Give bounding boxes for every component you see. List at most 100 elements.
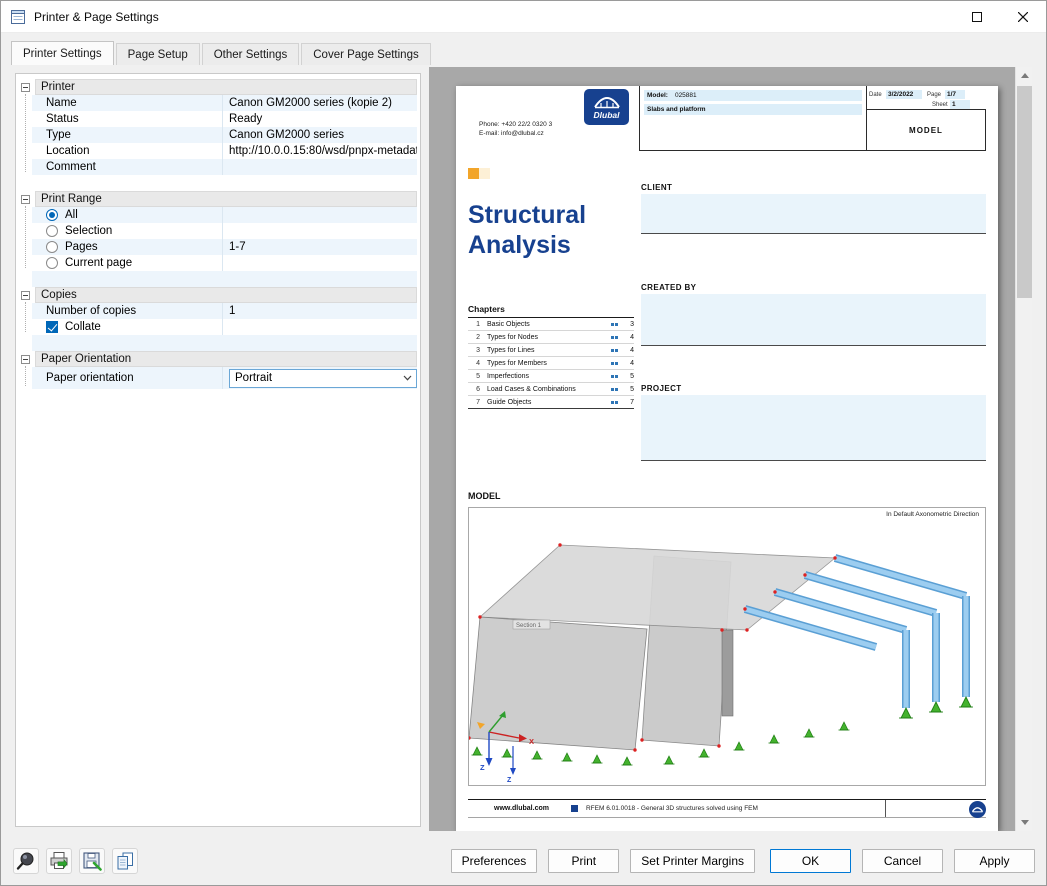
chapter-row: 2 Types for Nodes 4 (468, 331, 634, 344)
tab-label: Cover Page Settings (313, 48, 419, 61)
pages-range-value[interactable]: 1-7 (222, 239, 417, 255)
client-box (641, 194, 986, 234)
footer-dlubal-badge (969, 801, 986, 818)
group-title-print-range: Print Range (35, 191, 417, 207)
bridge-icon (593, 96, 620, 108)
table-icon (611, 348, 622, 352)
radio-pages-label: Pages (65, 241, 98, 253)
print-tool-button[interactable] (46, 848, 72, 874)
section-label: Section 1 (516, 623, 542, 629)
footer-url: www.dlubal.com (494, 805, 549, 812)
chapter-page: 4 (630, 333, 634, 341)
chapter-name: Guide Objects (487, 398, 532, 406)
page-footer: www.dlubal.com RFEM 6.01.0018 - General … (468, 799, 986, 818)
paper-orientation-group: Paper Orientation Paper orientation Port… (16, 351, 420, 389)
chapter-no: 3 (476, 346, 480, 354)
footer-app-info: RFEM 6.01.0018 - General 3D structures s… (585, 805, 758, 812)
chapter-page: 7 (630, 398, 634, 406)
preview-page: Phone: +420 22/2 0320 3 E-mail: info@dlu… (456, 86, 998, 831)
chevron-down-icon (399, 370, 416, 387)
close-button[interactable] (1000, 1, 1046, 32)
table-icon (611, 374, 622, 378)
preview-scrollbar[interactable] (1015, 67, 1032, 831)
group-title-copies: Copies (35, 287, 417, 303)
printer-group: Printer Name Canon GM2000 series (kopie … (16, 79, 420, 175)
dialog-buttons: Preferences Print Set Printer Margins OK… (440, 849, 1035, 873)
chapter-row: 7 Guide Objects 7 (468, 396, 634, 409)
client-title: CLIENT (641, 183, 673, 192)
copies-number-value[interactable]: 1 (222, 303, 417, 319)
magnifier-icon (16, 852, 34, 870)
scrollbar-thumb[interactable] (1017, 86, 1032, 298)
chapter-page: 3 (630, 320, 634, 328)
model-number: 025881 (674, 92, 697, 99)
header-divider (866, 86, 867, 109)
zoom-tool-button[interactable] (13, 848, 39, 874)
preferences-button[interactable]: Preferences (450, 849, 538, 873)
ok-button[interactable]: OK (770, 849, 851, 873)
cancel-button[interactable]: Cancel (862, 849, 943, 873)
print-button[interactable]: Print (548, 849, 620, 873)
dlubal-logo: Dlubal (584, 89, 629, 125)
spacer-row (32, 335, 417, 351)
company-contact: Phone: +420 22/2 0320 3 E-mail: info@dlu… (479, 120, 552, 138)
company-email: E-mail: info@dlubal.cz (479, 130, 544, 137)
range-all-row: All (32, 207, 417, 223)
bottom-bar: Preferences Print Set Printer Margins OK… (1, 837, 1046, 885)
tool-icons (13, 848, 138, 874)
tab-printer-settings[interactable]: Printer Settings (11, 41, 114, 65)
collate-checkbox[interactable] (46, 321, 58, 333)
chapter-page: 4 (630, 346, 634, 354)
collapse-icon[interactable] (21, 82, 30, 92)
footer-logo-icon (570, 805, 578, 812)
date-value: 3/2/2022 (886, 90, 922, 99)
triangle-up-icon (1020, 73, 1029, 78)
tab-other-settings[interactable]: Other Settings (201, 43, 300, 65)
chapter-name: Types for Lines (487, 346, 535, 354)
page-label: Page (927, 91, 942, 98)
tab-page-setup[interactable]: Page Setup (115, 43, 200, 65)
chapter-no: 7 (476, 398, 480, 406)
project-box (641, 395, 986, 461)
tab-bar: Printer Settings Page Setup Other Settin… (11, 41, 433, 65)
collapse-icon[interactable] (21, 194, 30, 204)
table-icon (611, 322, 622, 326)
chapter-name: Imperfections (487, 372, 530, 380)
table-icon (611, 400, 622, 404)
spacer-row (32, 175, 417, 191)
apply-button[interactable]: Apply (954, 849, 1035, 873)
header-section-box: MODEL (866, 109, 986, 151)
printer-type-value: Canon GM2000 series (222, 127, 417, 143)
printer-comment-row: Comment (32, 159, 417, 175)
scrollbar-down-button[interactable] (1016, 814, 1033, 831)
table-icon (611, 335, 622, 339)
triangle-down-icon (1020, 820, 1029, 825)
radio-current-page-label: Current page (65, 257, 133, 269)
maximize-icon (972, 11, 982, 22)
printer-type-label: Type (46, 129, 71, 141)
collapse-icon[interactable] (21, 354, 30, 364)
save-settings-tool-button[interactable] (79, 848, 105, 874)
maximize-button[interactable] (954, 1, 1000, 32)
deco-square-orange (468, 168, 479, 179)
group-title-printer: Printer (35, 79, 417, 95)
paper-orientation-select[interactable]: Portrait (229, 368, 417, 388)
copy-pages-tool-button[interactable] (112, 848, 138, 874)
collapse-icon[interactable] (21, 290, 30, 300)
radio-pages[interactable] (46, 241, 58, 253)
settings-panel: Printer Name Canon GM2000 series (kopie … (15, 73, 421, 827)
radio-selection[interactable] (46, 225, 58, 237)
tab-cover-page-settings[interactable]: Cover Page Settings (301, 43, 431, 65)
report-title-line2: Analysis (468, 231, 571, 259)
window-controls (954, 1, 1046, 32)
radio-all[interactable] (46, 209, 58, 221)
title-bar: Printer & Page Settings (1, 1, 1046, 33)
radio-current-page[interactable] (46, 257, 58, 269)
chapter-page: 4 (630, 359, 634, 367)
set-printer-margins-button[interactable]: Set Printer Margins (630, 849, 755, 873)
chapter-page: 5 (630, 385, 634, 393)
axis-z-label: Z (507, 777, 512, 784)
print-preview-area: Phone: +420 22/2 0320 3 E-mail: info@dlu… (429, 67, 1015, 831)
scrollbar-up-button[interactable] (1016, 67, 1033, 84)
two-pages-icon (117, 852, 133, 870)
